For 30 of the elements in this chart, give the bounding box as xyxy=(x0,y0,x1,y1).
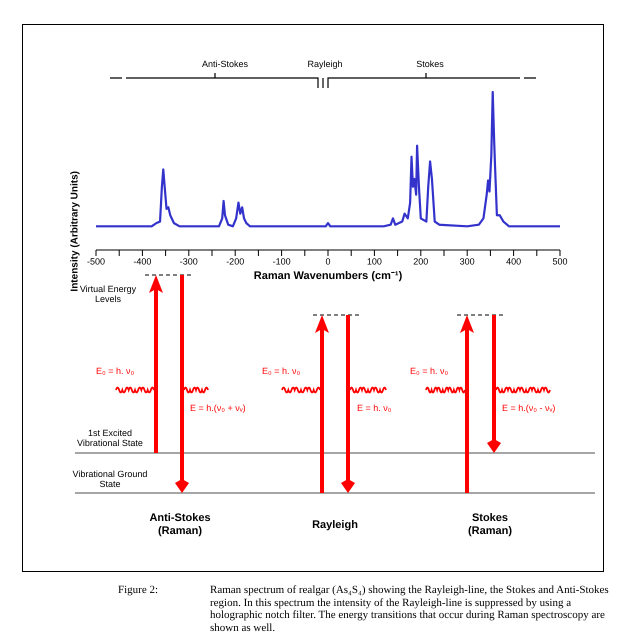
x-tick-label: -300 xyxy=(180,256,198,266)
text: E = h. ν₀ xyxy=(357,403,393,414)
x-tick-label: 300 xyxy=(460,256,475,266)
text: E = h.(ν₀ - νᵥ) xyxy=(502,403,556,414)
text: Rayleigh xyxy=(311,519,359,532)
text: Anti-Stokes xyxy=(200,59,250,70)
x-tick-label: 400 xyxy=(506,256,522,266)
x-tick-label: 200 xyxy=(413,256,428,266)
text: Stokes xyxy=(415,59,445,70)
x-tick-label: -500 xyxy=(86,256,106,266)
x-tick-label: -100 xyxy=(272,256,291,266)
text: 1st Excited Vibrational State xyxy=(76,428,144,449)
text: Stokes (Raman) xyxy=(466,512,513,538)
text: E₀ = h. ν₀ xyxy=(262,366,302,376)
x-tick-label: 500 xyxy=(552,256,568,266)
text: Anti-Stokes (Raman) xyxy=(148,512,212,538)
text: E = h.(ν₀ + νᵥ) xyxy=(190,403,247,414)
text: Virtual Energy Levels xyxy=(80,284,138,305)
text: Rayleigh xyxy=(306,59,344,70)
x-tick-label: -200 xyxy=(226,256,244,266)
caption: Figure 2: xyxy=(118,584,160,597)
text: Vibrational Ground State xyxy=(72,469,148,490)
text: E₀ = h. ν₀ xyxy=(96,366,136,376)
text: Raman spectrum of realgar (As₄S₄) showing the Rayleigh-line, the Stokes and Anti-Stokes region. In this spectrum the intensity of the Rayleigh-line is suppressed by using a holographic notch filter. The energy transitions that occur during Raman spectroscopy are shown as well. xyxy=(210,584,610,635)
x-tick-label: -400 xyxy=(133,256,152,266)
text: E₀ = h. ν₀ xyxy=(410,366,450,376)
y-axis-title: Intensity (Arbitrary Units) xyxy=(70,171,81,292)
x-tick-label: 0 xyxy=(325,256,331,266)
x-tick-label: 100 xyxy=(366,256,382,266)
x-axis-title: Raman Wavenumbers (cm⁻¹) xyxy=(254,270,403,282)
